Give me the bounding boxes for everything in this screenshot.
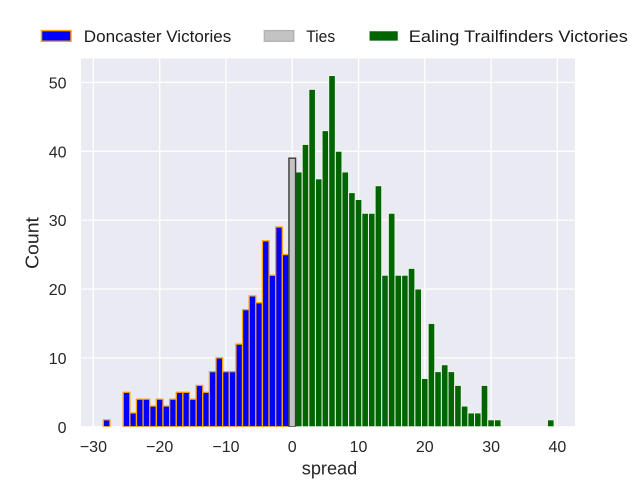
svg-text:20: 20 (49, 282, 67, 299)
svg-text:−30: −30 (80, 439, 107, 456)
svg-text:−10: −10 (212, 439, 239, 456)
svg-text:−20: −20 (146, 439, 173, 456)
svg-text:Ealing Trailfinders Victories: Ealing Trailfinders Victories (409, 27, 628, 46)
svg-text:Doncaster Victories: Doncaster Victories (84, 27, 232, 46)
svg-text:20: 20 (416, 439, 434, 456)
svg-text:30: 30 (49, 213, 67, 230)
svg-text:10: 10 (49, 351, 67, 368)
svg-text:30: 30 (482, 439, 500, 456)
svg-text:50: 50 (49, 76, 67, 93)
svg-text:10: 10 (350, 439, 368, 456)
svg-text:Count: Count (22, 217, 42, 269)
svg-text:0: 0 (288, 439, 297, 456)
svg-text:40: 40 (49, 144, 67, 161)
svg-text:Ties: Ties (306, 27, 335, 46)
svg-text:40: 40 (549, 439, 567, 456)
svg-text:spread: spread (302, 459, 358, 479)
svg-text:0: 0 (58, 420, 67, 437)
